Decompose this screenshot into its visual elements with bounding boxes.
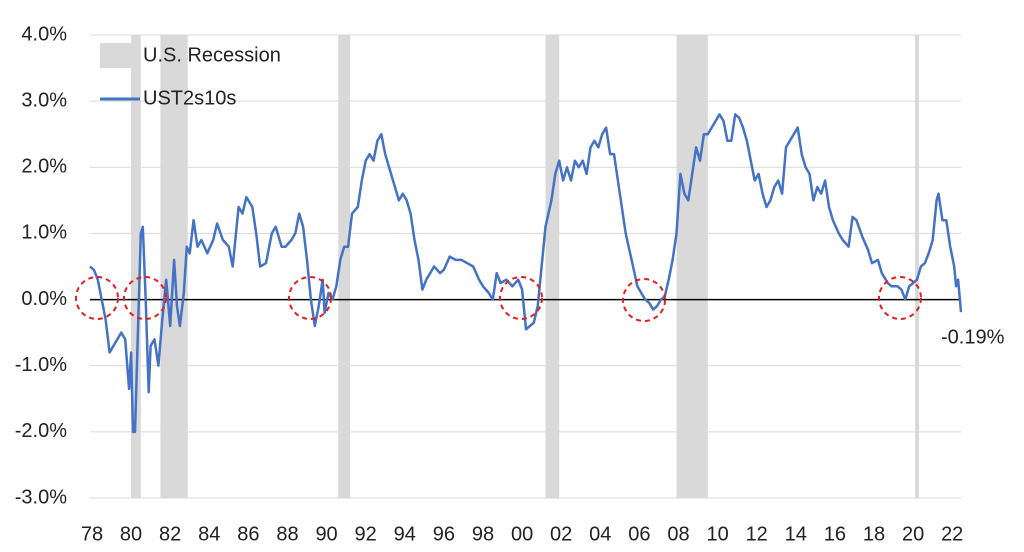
y-tick-label: 2.0%	[21, 156, 67, 178]
x-tick-label: 10	[706, 523, 728, 545]
x-tick-label: 04	[589, 523, 611, 545]
x-tick-label: 88	[276, 523, 298, 545]
y-tick-label: 1.0%	[21, 222, 67, 244]
legend-label: UST2s10s	[143, 87, 236, 109]
x-tick-label: 12	[746, 523, 768, 545]
y-tick-label: 0.0%	[21, 288, 67, 310]
highlight-circle	[878, 276, 922, 320]
x-tick-label: 78	[81, 523, 103, 545]
inversion-circles	[75, 276, 922, 322]
y-tick-label: -2.0%	[15, 420, 67, 442]
recession-band	[915, 35, 919, 498]
highlight-circle	[75, 276, 119, 320]
y-tick-label: -1.0%	[15, 354, 67, 376]
x-tick-label: 84	[198, 523, 220, 545]
recession-band	[338, 35, 351, 498]
x-tick-label: 96	[433, 523, 455, 545]
x-tick-label: 06	[628, 523, 650, 545]
highlight-circle	[123, 276, 167, 320]
x-tick-label: 98	[472, 523, 494, 545]
x-tick-label: 22	[941, 523, 963, 545]
x-tick-label: 80	[120, 523, 142, 545]
x-tick-label: 82	[159, 523, 181, 545]
recession-band	[545, 35, 560, 498]
y-tick-label: 3.0%	[21, 89, 67, 111]
x-tick-label: 94	[394, 523, 416, 545]
x-tick-label: 90	[315, 523, 337, 545]
x-tick-label: 20	[902, 523, 924, 545]
series-line	[89, 113, 963, 434]
legend-swatch	[100, 43, 140, 68]
x-tick-label: 02	[550, 523, 572, 545]
y-tick-label: -3.0%	[15, 486, 67, 508]
recession-band	[676, 35, 708, 498]
end-value-label: -0.19%	[941, 326, 1005, 348]
x-tick-label: 86	[237, 523, 259, 545]
legend-label: U.S. Recession	[143, 44, 281, 66]
x-tick-label: 18	[863, 523, 885, 545]
highlight-circle	[288, 276, 332, 320]
y-tick-label: 4.0%	[21, 23, 67, 45]
x-tick-label: 92	[355, 523, 377, 545]
x-tick-label: 00	[511, 523, 533, 545]
x-tick-label: 08	[667, 523, 689, 545]
recession-band	[131, 35, 141, 498]
highlight-circle	[499, 276, 543, 320]
highlight-circle	[622, 278, 666, 322]
x-tick-label: 16	[824, 523, 846, 545]
x-tick-label: 14	[785, 523, 807, 545]
